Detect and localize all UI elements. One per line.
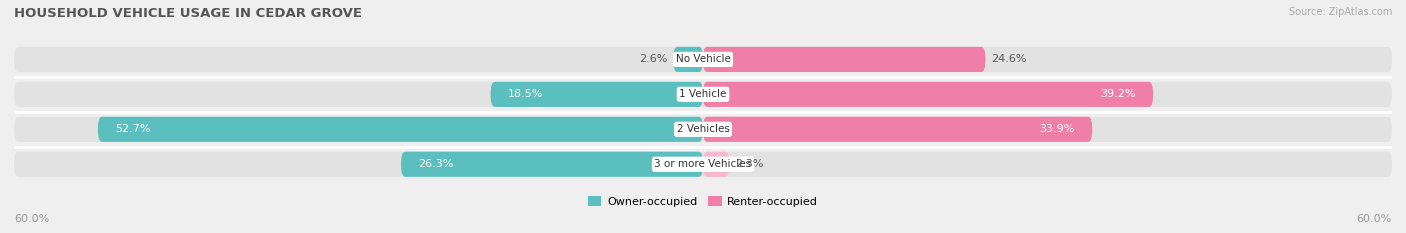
FancyBboxPatch shape [703, 152, 730, 177]
Text: 60.0%: 60.0% [1357, 214, 1392, 224]
Legend: Owner-occupied, Renter-occupied: Owner-occupied, Renter-occupied [588, 196, 818, 207]
FancyBboxPatch shape [703, 82, 1153, 107]
FancyBboxPatch shape [703, 47, 986, 72]
FancyBboxPatch shape [98, 117, 703, 142]
Text: Source: ZipAtlas.com: Source: ZipAtlas.com [1288, 7, 1392, 17]
Text: No Vehicle: No Vehicle [675, 55, 731, 64]
FancyBboxPatch shape [703, 117, 1092, 142]
Text: 52.7%: 52.7% [115, 124, 150, 134]
Text: 2 Vehicles: 2 Vehicles [676, 124, 730, 134]
Text: 60.0%: 60.0% [14, 214, 49, 224]
Text: 2.3%: 2.3% [735, 159, 763, 169]
Text: 24.6%: 24.6% [991, 55, 1026, 64]
FancyBboxPatch shape [14, 47, 1392, 72]
Text: HOUSEHOLD VEHICLE USAGE IN CEDAR GROVE: HOUSEHOLD VEHICLE USAGE IN CEDAR GROVE [14, 7, 363, 20]
Text: 33.9%: 33.9% [1039, 124, 1076, 134]
Text: 39.2%: 39.2% [1101, 89, 1136, 99]
Text: 1 Vehicle: 1 Vehicle [679, 89, 727, 99]
FancyBboxPatch shape [673, 47, 703, 72]
FancyBboxPatch shape [491, 82, 703, 107]
FancyBboxPatch shape [14, 152, 1392, 177]
FancyBboxPatch shape [401, 152, 703, 177]
Text: 26.3%: 26.3% [418, 159, 454, 169]
Text: 3 or more Vehicles: 3 or more Vehicles [654, 159, 752, 169]
Text: 18.5%: 18.5% [508, 89, 543, 99]
FancyBboxPatch shape [14, 82, 1392, 107]
FancyBboxPatch shape [14, 117, 1392, 142]
Text: 2.6%: 2.6% [640, 55, 668, 64]
